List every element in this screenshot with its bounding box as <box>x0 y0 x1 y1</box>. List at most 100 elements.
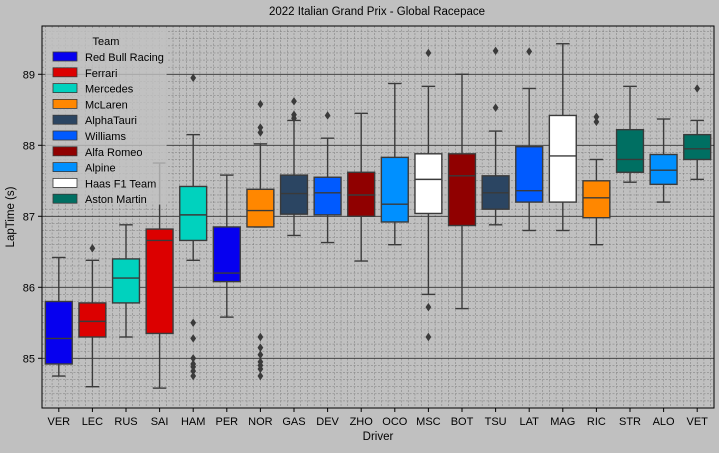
x-tick-label: RIC <box>587 416 606 428</box>
x-tick-label: TSU <box>485 416 507 428</box>
outlier-point <box>291 97 297 106</box>
outlier-point <box>190 354 197 363</box>
x-tick-label: MAG <box>550 416 575 428</box>
box-rus <box>111 224 141 338</box>
y-tick-label: 89 <box>23 69 35 81</box>
box-iqr <box>414 153 443 215</box>
outlier-point <box>291 114 297 123</box>
plot-frame <box>41 25 715 409</box>
legend-swatch <box>52 51 78 62</box>
box-sai <box>145 162 174 389</box>
legend-item: Williams <box>52 130 126 143</box>
outlier-point <box>190 362 197 372</box>
outlier-point <box>190 371 197 381</box>
box-gas <box>279 97 309 237</box>
box-iqr <box>683 133 712 161</box>
x-tick-label: ZHO <box>350 416 374 428</box>
x-axis-label: Driver <box>363 431 394 443</box>
outlier-point <box>89 244 96 253</box>
legend: Team Red Bull Racing Ferrari Mercedes McLare… <box>45 29 167 206</box>
box-iqr <box>548 114 577 203</box>
outlier-point <box>593 117 600 127</box>
legend-swatch <box>52 67 78 78</box>
legend-label: Aston Martin <box>85 194 147 206</box>
y-tick-label: 85 <box>23 353 35 365</box>
legend-label: Mercedes <box>85 84 134 96</box>
legend-item: Aston Martin <box>52 193 147 206</box>
outlier-point <box>190 318 197 327</box>
legend-label: Red Bull Racing <box>85 52 164 64</box>
box-iqr <box>44 300 73 365</box>
box-lat <box>515 47 544 232</box>
y-tick-label: 86 <box>23 282 35 294</box>
box-alo <box>649 118 678 203</box>
box-iqr <box>582 180 611 219</box>
legend-item: Alpine <box>52 162 116 175</box>
box-iqr <box>246 188 275 228</box>
box-per <box>212 174 241 318</box>
legend-label: AlphaTauri <box>85 115 137 127</box>
box-msc <box>414 48 443 342</box>
outlier-point <box>190 73 197 83</box>
x-tick-label: GAS <box>282 416 305 428</box>
box-vet <box>683 84 712 181</box>
box-iqr <box>515 146 544 203</box>
x-tick-label: DEV <box>316 416 339 428</box>
legend-label: Alpine <box>85 163 116 175</box>
outlier-point <box>257 99 264 109</box>
outlier-point <box>425 48 432 58</box>
outlier-point <box>190 366 197 376</box>
outlier-point <box>257 343 264 352</box>
outlier-point <box>257 128 264 137</box>
legend-title: Team <box>93 36 120 48</box>
legend-swatch <box>52 146 78 157</box>
box-zho <box>347 112 376 262</box>
box-ric <box>582 112 611 246</box>
legend-item: Alfa Romeo <box>52 146 142 159</box>
box-ver <box>44 256 73 377</box>
legend-item: McLaren <box>52 99 128 111</box>
x-tick-label: VER <box>47 416 70 428</box>
outlier-point <box>526 47 533 56</box>
box-iqr <box>649 153 678 186</box>
box-iqr <box>615 128 645 173</box>
x-tick-label: LEC <box>82 416 103 428</box>
x-tick-label: NOR <box>248 416 273 428</box>
box-iqr <box>313 176 342 216</box>
legend-label: Williams <box>85 131 126 143</box>
legend-label: McLaren <box>85 99 128 111</box>
legend-label: Ferrari <box>85 68 117 80</box>
outlier-point <box>190 334 197 343</box>
chart-title: 2022 Italian Grand Prix - Global Racepac… <box>269 6 485 18</box>
outlier-point <box>694 84 701 93</box>
legend-swatch <box>52 83 78 93</box>
outlier-point <box>425 332 432 342</box>
box-iqr <box>111 258 141 304</box>
box-iqr <box>447 153 477 227</box>
x-tick-label: BOT <box>451 416 474 428</box>
box-iqr <box>380 156 409 223</box>
legend-item: Red Bull Racing <box>52 51 164 64</box>
y-tick-label: 87 <box>23 211 35 223</box>
box-lec <box>78 244 107 388</box>
box-iqr <box>279 174 309 215</box>
box-iqr <box>347 171 376 217</box>
outlier-point <box>492 46 499 56</box>
legend-swatch <box>52 99 78 109</box>
outlier-point <box>425 302 432 312</box>
box-mag <box>548 43 577 232</box>
legend-label: Haas F1 Team <box>85 178 156 190</box>
x-tick-label: OCO <box>382 416 408 428</box>
outlier-point <box>257 350 264 359</box>
y-axis-label: LapTime (s) <box>5 186 17 247</box>
outlier-point <box>324 111 331 120</box>
outlier-point <box>257 364 264 374</box>
x-tick-label: MSC <box>416 416 441 428</box>
x-tick-label: RUS <box>114 416 137 428</box>
x-tick-label: HAM <box>181 416 205 428</box>
box-iqr <box>145 228 174 335</box>
x-axis-ticks: VER LEC RUS SAI HAM PER NOR GAS DEV ZHO OCO MSC BOT T… <box>47 408 708 428</box>
x-tick-label: STR <box>619 416 641 428</box>
y-tick-label: 88 <box>23 140 35 152</box>
